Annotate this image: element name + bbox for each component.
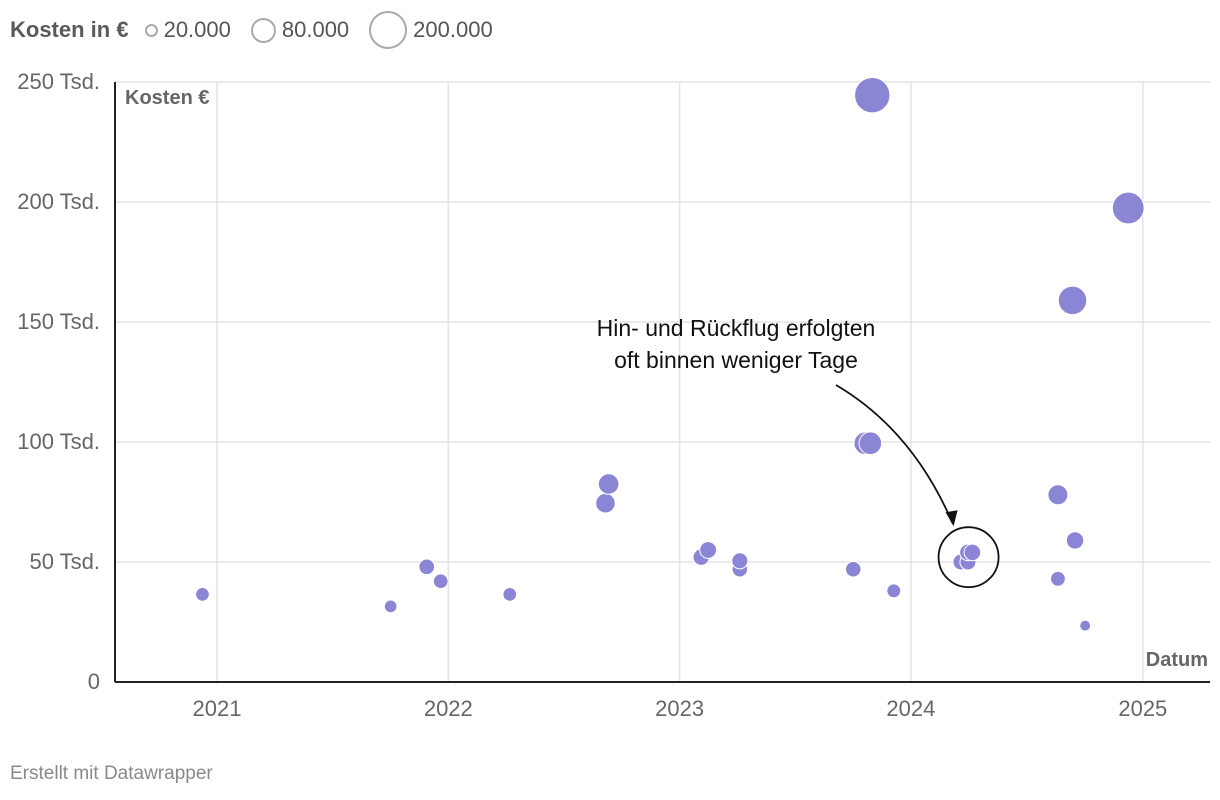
data-point <box>418 558 436 576</box>
data-point <box>1079 619 1092 632</box>
annotation-text: oft binnen weniger Tage <box>614 347 858 373</box>
data-point <box>1049 570 1066 587</box>
y-tick-label: 200 Tsd. <box>17 189 100 214</box>
data-point <box>854 77 891 114</box>
legend-circle-icon <box>144 23 158 37</box>
data-point <box>1047 484 1069 506</box>
data-point <box>502 587 518 602</box>
annotation-arrow <box>835 384 954 524</box>
x-tick-label: 2024 <box>886 696 935 721</box>
legend-label: 200.000 <box>413 17 493 42</box>
legend-item-small: 20.000 <box>144 17 231 43</box>
y-tick-label: 50 Tsd. <box>29 549 100 574</box>
scatter-chart: 0 50 Tsd. 100 Tsd. 150 Tsd. 200 Tsd. 250 Tsd.… <box>17 69 1210 721</box>
y-tick-labels: 0 50 Tsd. 100 Tsd. 150 Tsd. 200 Tsd. 250 Tsd. <box>17 69 100 694</box>
x-tick-label: 2023 <box>655 696 704 721</box>
y-tick-label: 0 <box>88 669 100 694</box>
footer-credit: Erstellt mit Datawrapper <box>10 763 213 784</box>
data-point <box>1111 191 1145 225</box>
data-point <box>383 599 398 614</box>
data-point <box>963 543 982 562</box>
y-axis-label: Kosten € <box>125 87 209 109</box>
data-point <box>699 541 718 559</box>
x-axis-label: Datum <box>1146 649 1208 671</box>
x-tick-labels: 2021 2022 2023 2024 2025 <box>193 696 1168 721</box>
legend-item-medium: 80.000 <box>250 17 350 43</box>
x-tick-label: 2025 <box>1118 696 1167 721</box>
legend-title: Kosten in € <box>10 17 129 42</box>
data-point <box>195 587 210 602</box>
y-tick-label: 250 Tsd. <box>17 69 100 94</box>
legend-item-large: 200.000 <box>369 11 493 49</box>
annotation-highlight-circle <box>937 526 1000 589</box>
data-point <box>432 573 449 590</box>
data-point <box>1057 285 1088 316</box>
size-legend: Kosten in € 20.000 80.000 200.000 <box>10 10 513 50</box>
y-tick-label: 100 Tsd. <box>17 429 100 454</box>
y-tick-label: 150 Tsd. <box>17 309 100 334</box>
legend-circle-icon <box>250 17 276 43</box>
data-point <box>597 473 620 495</box>
annotation-arrowhead <box>945 510 958 527</box>
annotation-text: Hin- und Rückflug erfolgten <box>597 315 876 341</box>
x-tick-label: 2021 <box>193 696 242 721</box>
legend-label: 20.000 <box>163 17 231 42</box>
x-tick-label: 2022 <box>424 696 473 721</box>
data-point <box>858 431 883 455</box>
data-point <box>595 492 616 514</box>
annotations: Hin- und Rückflug erfolgten oft binnen we… <box>597 315 1000 589</box>
legend-circle-icon <box>369 11 408 49</box>
data-point <box>1065 531 1085 550</box>
grid-lines <box>115 81 1210 682</box>
axes <box>114 82 1210 683</box>
data-point <box>731 552 749 570</box>
legend-label: 80.000 <box>281 17 350 42</box>
data-points <box>195 77 1145 632</box>
data-point <box>886 583 902 599</box>
data-point <box>844 560 862 578</box>
